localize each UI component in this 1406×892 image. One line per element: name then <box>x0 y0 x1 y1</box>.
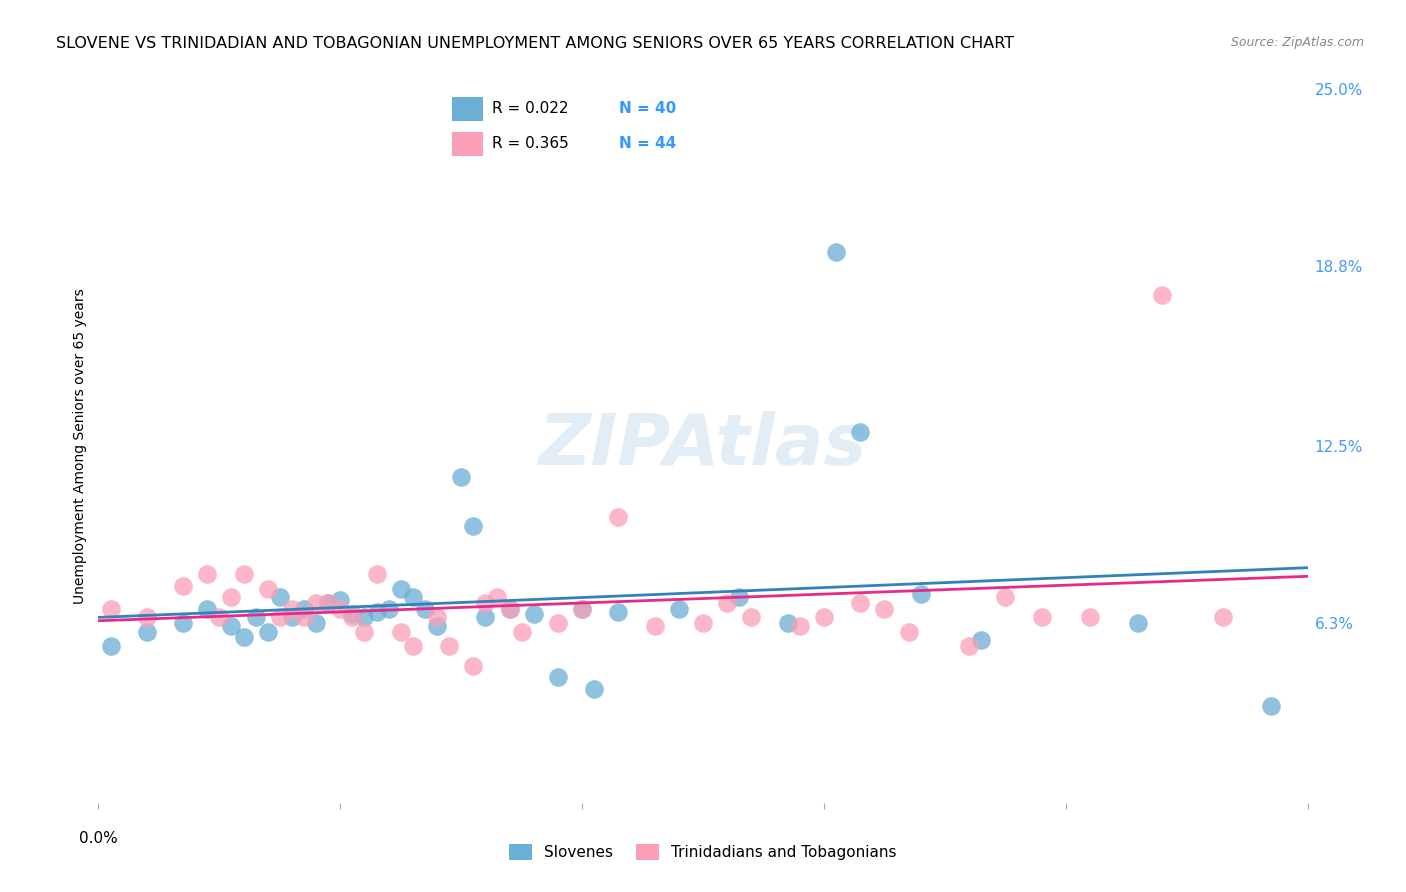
Point <box>413 601 436 615</box>
Text: 0.0%: 0.0% <box>79 831 118 847</box>
Point <box>256 582 278 596</box>
Point <box>245 610 267 624</box>
Bar <box>453 97 484 121</box>
Legend: Slovenes, Trinidadians and Tobagonians: Slovenes, Trinidadians and Tobagonians <box>503 838 903 866</box>
Point <box>897 624 920 639</box>
Point <box>486 591 509 605</box>
Point <box>463 519 485 533</box>
Point <box>389 582 412 596</box>
Point <box>523 607 546 622</box>
Point <box>232 630 254 644</box>
Y-axis label: Unemployment Among Seniors over 65 years: Unemployment Among Seniors over 65 years <box>73 288 87 604</box>
Point <box>305 596 328 610</box>
Point <box>426 619 449 633</box>
Text: SLOVENE VS TRINIDADIAN AND TOBAGONIAN UNEMPLOYMENT AMONG SENIORS OVER 65 YEARS C: SLOVENE VS TRINIDADIAN AND TOBAGONIAN UN… <box>56 36 1014 51</box>
Point <box>910 587 932 601</box>
Point <box>232 567 254 582</box>
Point <box>776 615 799 630</box>
Point <box>195 601 218 615</box>
Point <box>1152 287 1174 301</box>
Point <box>644 619 666 633</box>
Point <box>402 639 425 653</box>
Point <box>342 607 364 622</box>
Point <box>281 601 304 615</box>
Point <box>172 615 194 630</box>
Point <box>571 601 593 615</box>
Point <box>100 639 122 653</box>
Point <box>221 591 243 605</box>
Point <box>668 601 690 615</box>
Point <box>1031 610 1053 624</box>
Point <box>426 610 449 624</box>
Point <box>329 593 352 607</box>
Point <box>498 601 520 615</box>
Point <box>221 619 243 633</box>
Bar <box>453 132 484 156</box>
Point <box>316 596 339 610</box>
Point <box>728 591 751 605</box>
Point <box>474 596 496 610</box>
Point <box>547 615 569 630</box>
Point <box>607 510 630 524</box>
Point <box>474 610 496 624</box>
Point <box>353 624 375 639</box>
Point <box>1212 610 1234 624</box>
Point <box>607 605 630 619</box>
Point <box>873 601 896 615</box>
Point <box>389 624 412 639</box>
Point <box>292 610 315 624</box>
Point <box>510 624 533 639</box>
Point <box>256 624 278 639</box>
Point <box>716 596 738 610</box>
Text: R = 0.365: R = 0.365 <box>492 136 569 152</box>
Text: N = 44: N = 44 <box>619 136 676 152</box>
Point <box>994 591 1017 605</box>
Point <box>366 605 388 619</box>
Point <box>957 639 980 653</box>
Point <box>692 615 714 630</box>
Point <box>463 658 485 673</box>
Point <box>269 610 291 624</box>
Point <box>825 244 848 259</box>
Text: R = 0.022: R = 0.022 <box>492 102 569 117</box>
Point <box>849 596 872 610</box>
Point <box>970 633 993 648</box>
Point <box>292 601 315 615</box>
Text: Source: ZipAtlas.com: Source: ZipAtlas.com <box>1230 36 1364 49</box>
Point <box>329 601 352 615</box>
Point <box>195 567 218 582</box>
Point <box>1128 615 1150 630</box>
Point <box>740 610 762 624</box>
Point <box>208 610 231 624</box>
Point <box>571 601 593 615</box>
Point <box>172 579 194 593</box>
Point <box>789 619 811 633</box>
Point <box>353 610 375 624</box>
Point <box>547 670 569 684</box>
Text: ZIPAtlas: ZIPAtlas <box>538 411 868 481</box>
Point <box>135 624 157 639</box>
Point <box>1078 610 1101 624</box>
Point <box>583 681 606 696</box>
Point <box>305 615 328 630</box>
Point <box>402 591 425 605</box>
Point <box>281 610 304 624</box>
Point <box>269 591 291 605</box>
Text: N = 40: N = 40 <box>619 102 676 117</box>
Point <box>1260 698 1282 713</box>
Point <box>100 601 122 615</box>
Point <box>366 567 388 582</box>
Point <box>813 610 835 624</box>
Point <box>498 601 520 615</box>
Point <box>849 425 872 439</box>
Point <box>135 610 157 624</box>
Point <box>342 610 364 624</box>
Point <box>450 470 472 484</box>
Point <box>437 639 460 653</box>
Point <box>316 596 339 610</box>
Point <box>377 601 399 615</box>
